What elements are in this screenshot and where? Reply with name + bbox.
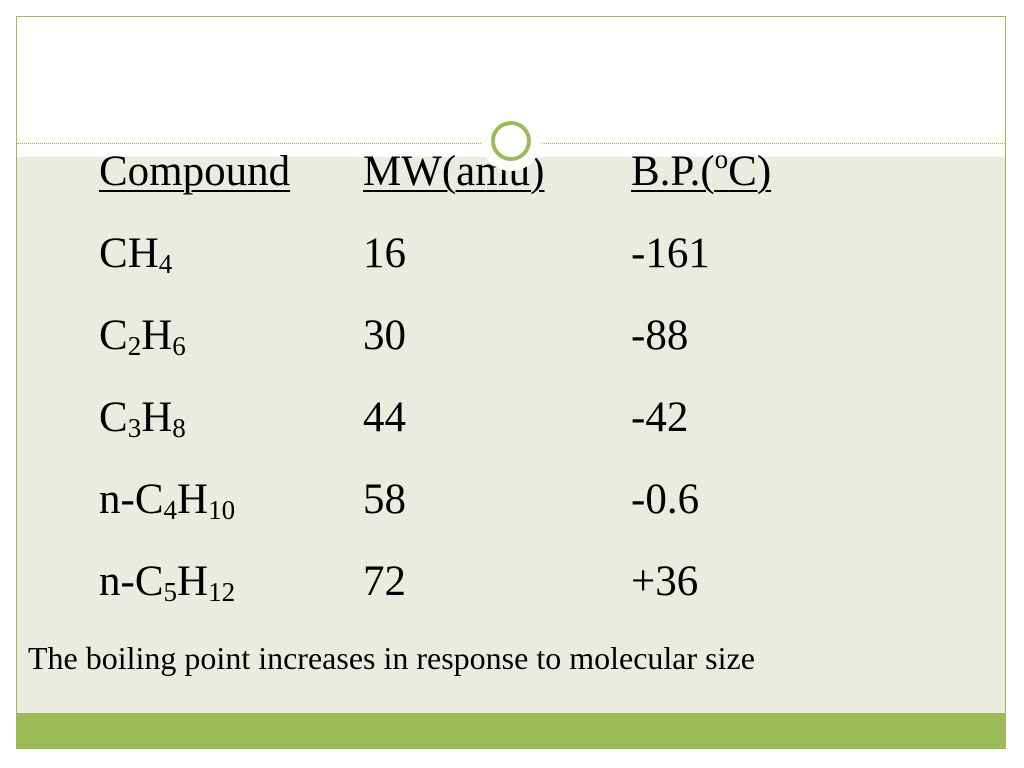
formula-element: H xyxy=(141,312,173,359)
formula-subscript: 3 xyxy=(127,413,142,443)
circle-ring-icon xyxy=(491,121,531,161)
formula-prefix: n- xyxy=(99,558,135,605)
formula-subscript: 6 xyxy=(172,331,186,361)
boiling-point: +36 xyxy=(631,558,699,605)
caption: The boiling point increases in response … xyxy=(28,640,755,676)
molecular-weight: 16 xyxy=(363,230,406,277)
formula-prefix: n- xyxy=(99,476,135,523)
formula-subscript: 5 xyxy=(163,577,178,607)
circle-ornament-icon xyxy=(481,111,541,171)
formula-element: H xyxy=(177,476,209,523)
header-compound: Compound xyxy=(99,148,291,195)
molecular-weight: 72 xyxy=(363,558,406,605)
formula-element: H xyxy=(141,394,173,441)
footer-bar xyxy=(17,713,1005,748)
formula-element: H xyxy=(127,230,159,277)
formula-subscript: 4 xyxy=(158,249,173,279)
formula-element: C xyxy=(134,476,164,523)
formula-subscript: 12 xyxy=(208,577,236,607)
header-bp: B.P.(oC) xyxy=(631,144,771,200)
header-bp-prefix: B.P.( xyxy=(631,148,715,195)
molecular-weight: 30 xyxy=(363,312,406,359)
compound-formula: C3H8 xyxy=(99,390,186,446)
formula-subscript: 8 xyxy=(172,413,186,443)
formula-subscript: 4 xyxy=(163,495,178,525)
boiling-point: -0.6 xyxy=(631,476,700,523)
header-bp-suffix: C) xyxy=(728,148,772,195)
compound-formula: C2H6 xyxy=(99,308,186,364)
boiling-point: -88 xyxy=(631,312,689,359)
boiling-point: -42 xyxy=(631,394,689,441)
formula-element: C xyxy=(99,230,128,277)
molecular-weight: 44 xyxy=(363,394,406,441)
formula-subscript: 10 xyxy=(208,495,236,525)
header-bp-degree: o xyxy=(714,144,729,174)
compound-formula: CH4 xyxy=(99,226,172,282)
formula-element: H xyxy=(177,558,209,605)
formula-element: C xyxy=(134,558,164,605)
formula-element: C xyxy=(99,312,128,359)
boiling-point: -161 xyxy=(631,230,710,277)
content-area xyxy=(17,157,1005,715)
compound-formula: n-C4H10 xyxy=(99,472,235,528)
compound-formula: n-C5H12 xyxy=(99,554,235,610)
molecular-weight: 58 xyxy=(363,476,406,523)
formula-element: C xyxy=(99,394,128,441)
slide xyxy=(16,16,1006,749)
formula-subscript: 2 xyxy=(127,331,142,361)
